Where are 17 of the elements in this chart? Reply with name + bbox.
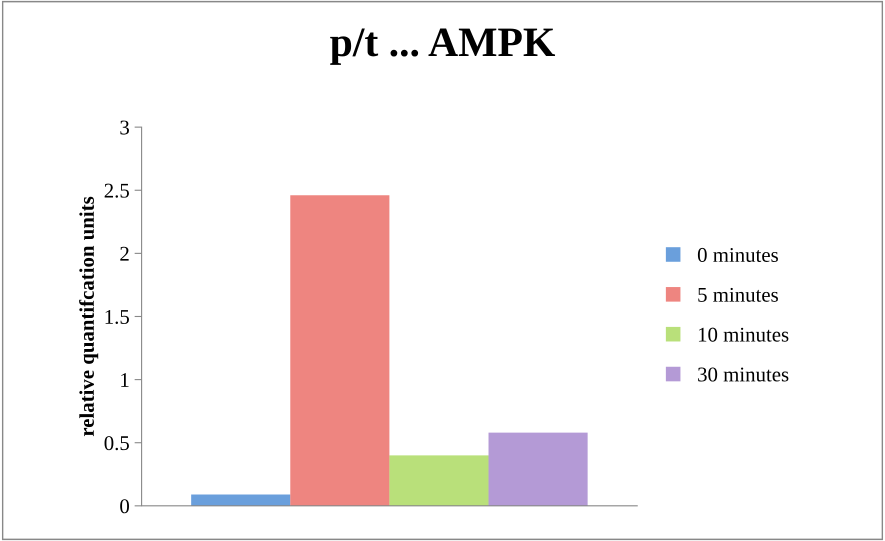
bar	[191, 494, 290, 506]
legend-label: 10 minutes	[698, 328, 788, 342]
y-tick-label: 2.5	[104, 184, 129, 198]
y-axis-title: relative quantifcation units	[79, 196, 98, 436]
y-tick-label: 0.5	[104, 436, 129, 450]
y-tick-label: 1	[121, 373, 129, 387]
y-tick-label: 2	[120, 246, 129, 261]
y-tick-label: 0	[120, 499, 129, 514]
legend-label: 0 minutes	[698, 248, 778, 262]
legend-label: 5 minutes	[698, 288, 778, 302]
bar	[290, 195, 390, 506]
legend-label: 30 minutes	[698, 367, 788, 382]
chart-title: p/t ... AMPK	[330, 28, 556, 65]
bar	[488, 432, 588, 506]
y-tick-label: 1.5	[106, 310, 129, 324]
bar	[389, 455, 489, 506]
y-tick-label: 3	[120, 120, 129, 135]
